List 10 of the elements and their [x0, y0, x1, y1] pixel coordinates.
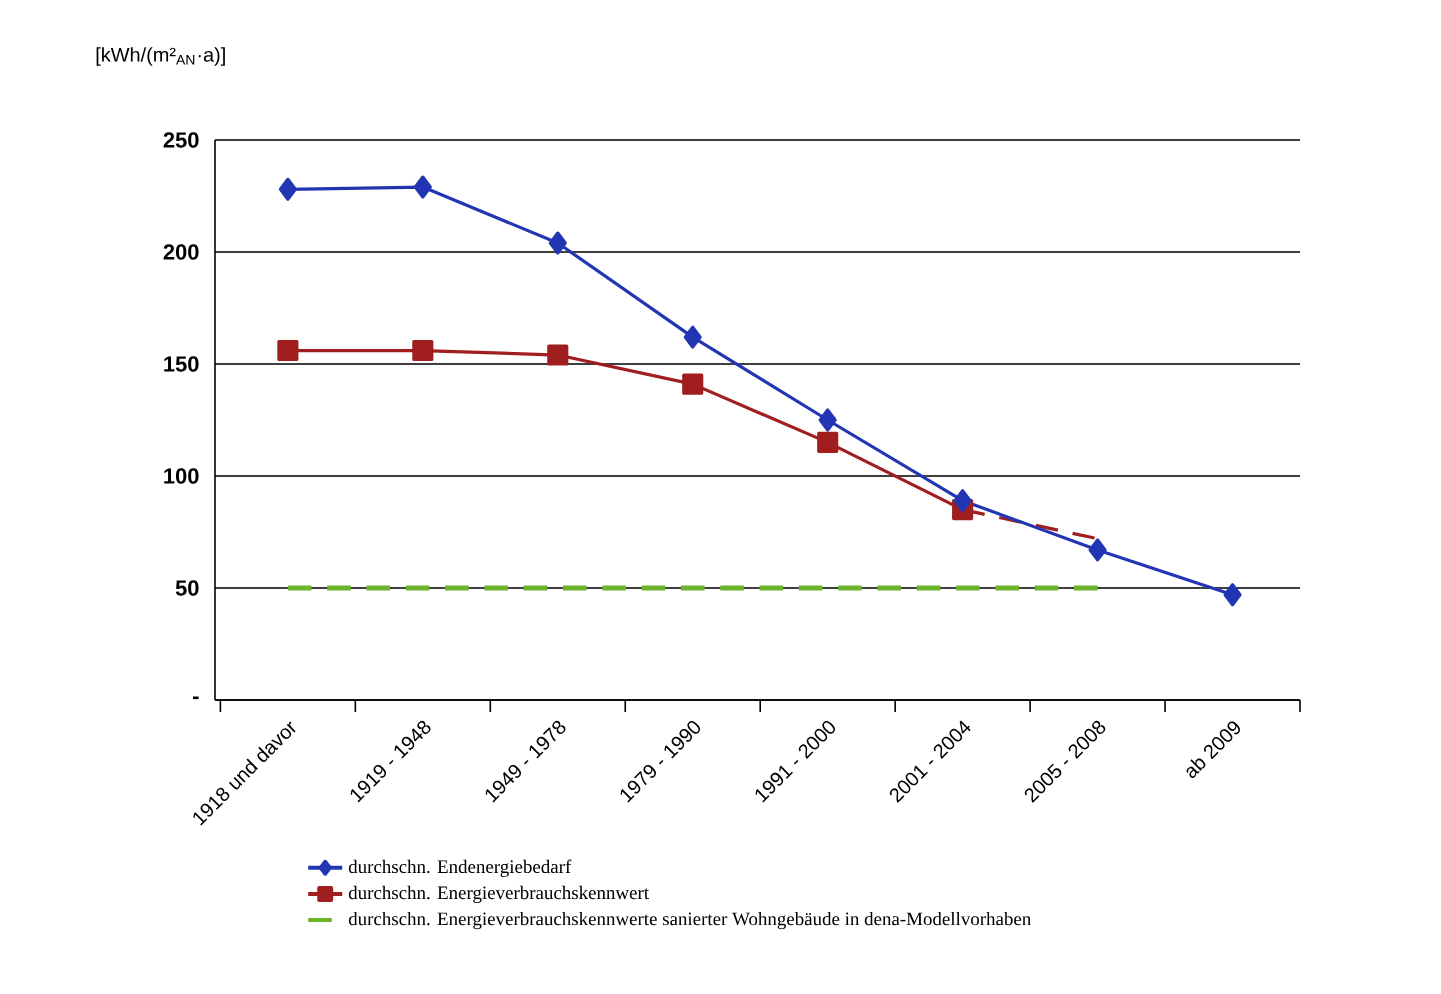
y-tick-label: 50: [175, 580, 199, 596]
y-tick-label: 200: [163, 244, 199, 260]
y-tick-label: -: [193, 696, 199, 700]
legend-label: durchschn. Energieverbrauchskennwert: [348, 885, 649, 904]
y-tick-label: 100: [164, 468, 199, 484]
y-axis-title: [kWh/(m²$_{AN}$·a)]: [96, 47, 225, 66]
y-tick-label: 150: [164, 356, 199, 372]
y-tick-label: 250: [163, 132, 199, 148]
legend-label: durchschn. Endenergiebedarf: [348, 859, 572, 877]
legend-label: durchschn. Energieverbrauchskennwerte sanierter Wohngebäude in dena-Modellvorhaben: [348, 911, 1031, 930]
